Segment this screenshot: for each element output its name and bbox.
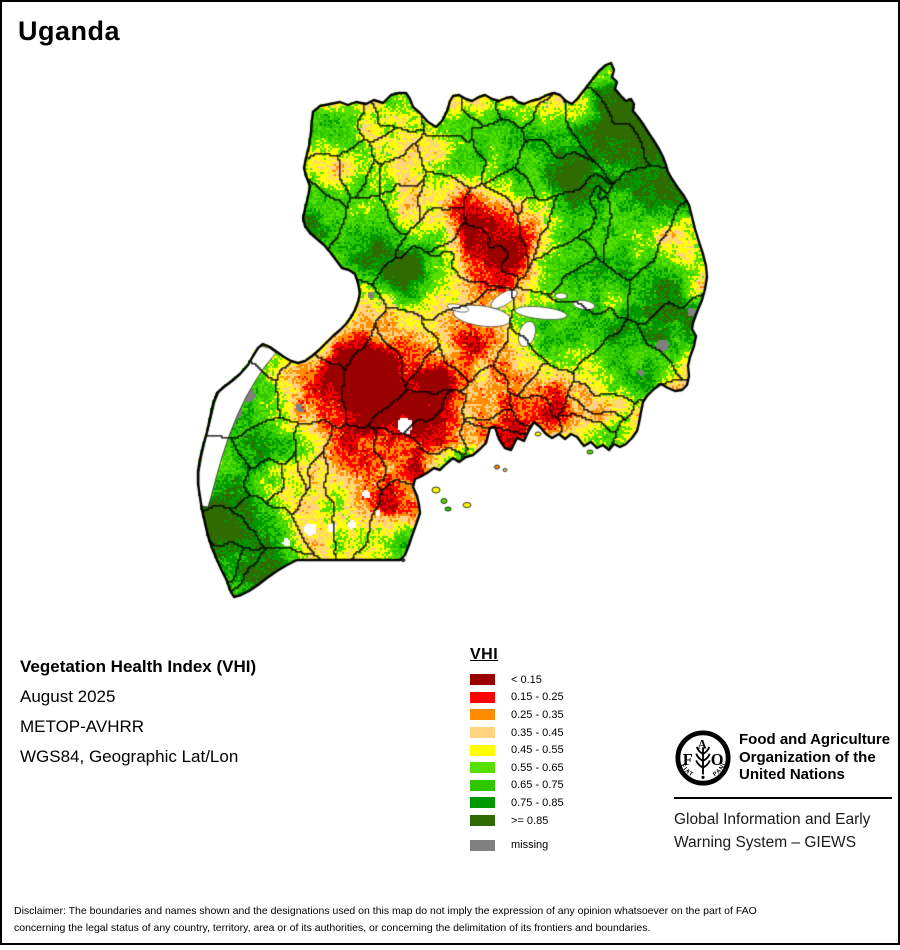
legend-item: 0.45 - 0.55 — [470, 741, 564, 759]
legend-swatch — [470, 779, 495, 791]
legend-label: 0.55 - 0.65 — [511, 761, 564, 774]
disclaimer-line1: Disclaimer: The boundaries and names sho… — [14, 905, 757, 917]
fao-org-line2: Organization of the — [739, 748, 876, 766]
legend-label: 0.65 - 0.75 — [511, 779, 564, 792]
fao-branding: F O A FIAT PANIS — [674, 726, 894, 854]
projection-info: WGS84, Geographic Lat/Lon — [20, 747, 239, 766]
legend-item: 0.15 - 0.25 — [470, 689, 564, 707]
legend-label: 0.75 - 0.85 — [511, 796, 564, 809]
legend-label-missing: missing — [511, 839, 549, 852]
legend-swatch — [470, 727, 495, 739]
svg-text:O: O — [711, 750, 724, 769]
legend-label: 0.35 - 0.45 — [511, 726, 564, 739]
map-info-block: Vegetation Health Index (VHI) August 202… — [20, 652, 256, 772]
legend-swatch — [470, 815, 495, 827]
legend-item: 0.55 - 0.65 — [470, 759, 564, 777]
legend-item: 0.35 - 0.45 — [470, 724, 564, 742]
fao-org-line3: United Nations — [739, 766, 845, 783]
legend-swatch — [470, 797, 495, 809]
product-name: Vegetation Health Index (VHI) — [20, 657, 257, 676]
legend-item-missing: missing — [470, 836, 564, 854]
legend-label: >= 0.85 — [511, 814, 549, 827]
legend-swatch — [470, 691, 495, 703]
disclaimer: Disclaimer: The boundaries and names sho… — [14, 903, 886, 937]
legend-swatch — [470, 709, 495, 721]
legend-swatch-missing — [470, 839, 495, 851]
legend-item: 0.65 - 0.75 — [470, 777, 564, 795]
legend-item: 0.25 - 0.35 — [470, 706, 564, 724]
fao-org-line1: Food and Agriculture — [739, 731, 891, 748]
page-title: Uganda — [18, 16, 121, 46]
legend-label: < 0.15 — [511, 673, 542, 686]
branding-divider — [674, 797, 892, 799]
legend-label: 0.45 - 0.55 — [511, 744, 564, 757]
giews-line1: Global Information and Early — [674, 811, 871, 828]
fao-org-name: Food and Agriculture Organization of the… — [732, 726, 890, 784]
svg-text:A: A — [698, 737, 707, 751]
legend-swatch — [470, 674, 495, 686]
legend-swatch — [470, 744, 495, 756]
giews-line2: Warning System – GIEWS — [674, 834, 857, 851]
uganda-vhi-raster-map — [190, 58, 715, 608]
legend-item: < 0.15 — [470, 671, 564, 689]
legend-swatch — [470, 762, 495, 774]
giews-label: Global Information and Early Warning Sys… — [674, 808, 894, 854]
legend-item: >= 0.85 — [470, 812, 564, 830]
map-date: August 2025 — [20, 687, 116, 706]
legend-label: 0.25 - 0.35 — [511, 708, 564, 721]
sensor-name: METOP-AVHRR — [20, 717, 145, 736]
fao-logo-icon: F O A FIAT PANIS — [674, 728, 731, 786]
legend-item: 0.75 - 0.85 — [470, 794, 564, 812]
legend-rows: < 0.15 0.15 - 0.25 0.25 - 0.35 0.35 - 0.45 0… — [470, 671, 564, 829]
disclaimer-line2: concerning the legal status of any count… — [14, 922, 651, 934]
svg-text:F: F — [683, 750, 693, 769]
legend: VHI < 0.15 0.15 - 0.25 0.25 - 0.35 0.35 - 0… — [470, 646, 564, 854]
legend-title: VHI — [470, 646, 499, 663]
legend-label: 0.15 - 0.25 — [511, 691, 564, 704]
